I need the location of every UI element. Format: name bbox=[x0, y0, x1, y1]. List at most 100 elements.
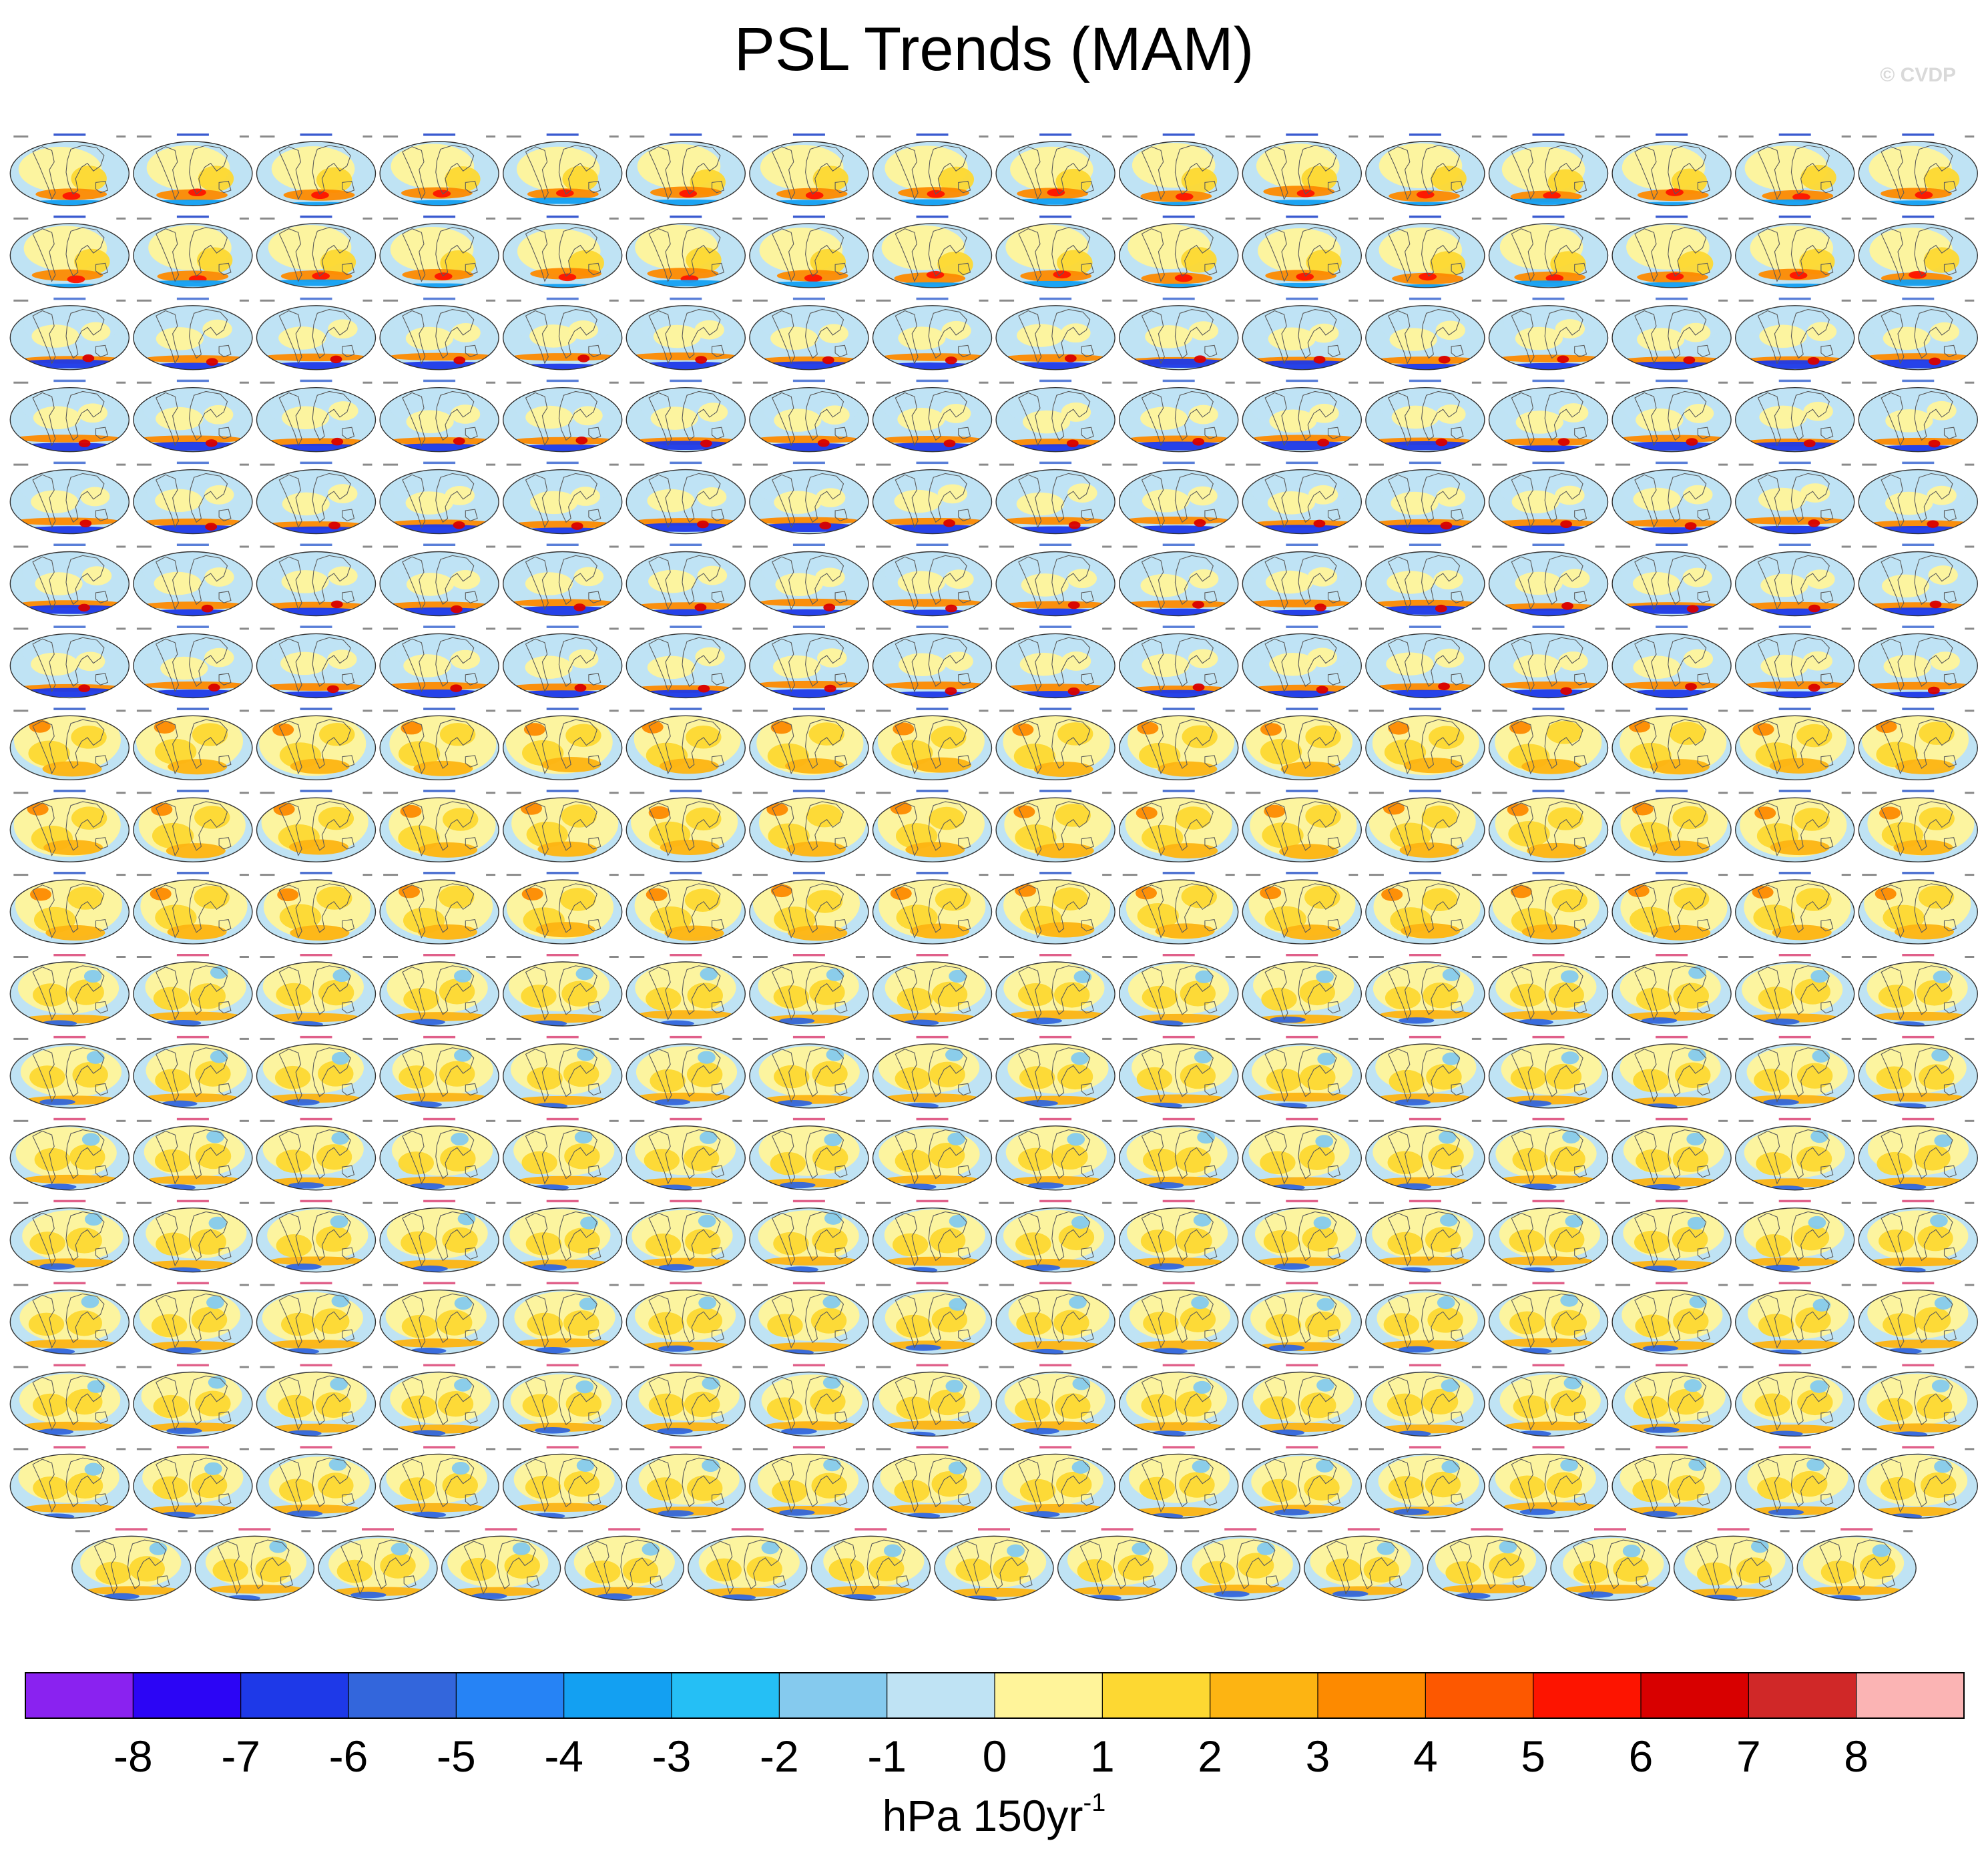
trend-anomaly bbox=[1666, 272, 1684, 280]
panel-member-label bbox=[792, 297, 825, 300]
trend-anomaly bbox=[695, 356, 708, 364]
panel-corr-label bbox=[1841, 299, 1851, 302]
panel-member-label bbox=[300, 297, 332, 300]
coastline bbox=[1820, 344, 1834, 358]
panel-year-label bbox=[1616, 381, 1631, 384]
panel-member-label bbox=[1902, 134, 1935, 136]
panel-member-label bbox=[1532, 134, 1565, 136]
coastline bbox=[682, 309, 721, 359]
map-panel bbox=[1611, 215, 1732, 288]
trend-anomaly bbox=[1865, 353, 1973, 361]
panel-corr-label bbox=[1718, 299, 1728, 302]
coastline bbox=[648, 228, 672, 282]
colorbar-swatch bbox=[1856, 1673, 1965, 1718]
trend-anomaly bbox=[1061, 403, 1091, 422]
coastline bbox=[1451, 180, 1464, 194]
colorbar-tick-label: 7 bbox=[1736, 1732, 1761, 1781]
trend-anomaly bbox=[1800, 164, 1836, 191]
panel-corr-label bbox=[1225, 136, 1235, 138]
colorbar-swatch bbox=[240, 1673, 349, 1718]
panel-member-label bbox=[916, 379, 949, 382]
coastline bbox=[648, 146, 672, 200]
panel-member-label bbox=[423, 379, 456, 382]
trend-anomaly bbox=[188, 188, 206, 197]
trend-anomaly bbox=[1515, 326, 1563, 350]
panel-corr-label bbox=[732, 381, 742, 384]
trend-anomaly bbox=[206, 358, 218, 366]
panel-year-label bbox=[999, 381, 1015, 384]
panel-border bbox=[995, 387, 1115, 453]
coastline bbox=[218, 180, 232, 194]
coastline bbox=[465, 427, 478, 440]
coastline bbox=[834, 180, 848, 194]
map-panel bbox=[379, 379, 499, 453]
panel-corr-label bbox=[239, 381, 249, 384]
trend-anomaly bbox=[1555, 319, 1585, 338]
coastline bbox=[1081, 262, 1094, 276]
trend-anomaly bbox=[1909, 270, 1927, 279]
map-panel bbox=[503, 215, 623, 288]
panel-corr-label bbox=[362, 463, 372, 466]
panel-corr-label bbox=[1225, 381, 1235, 384]
panel-corr-label bbox=[855, 381, 865, 384]
trend-anomaly bbox=[1550, 251, 1586, 277]
map-panel bbox=[626, 379, 746, 453]
coastline bbox=[1697, 262, 1710, 276]
coastline bbox=[1820, 262, 1834, 276]
coastline bbox=[895, 392, 919, 447]
coastline bbox=[278, 146, 302, 200]
trend-anomaly bbox=[1001, 354, 1108, 362]
panel-border bbox=[1118, 141, 1239, 206]
trend-anomaly bbox=[650, 407, 698, 430]
coastline bbox=[1387, 392, 1412, 447]
panel-year-label bbox=[752, 136, 768, 138]
cvdp-watermark: © CVDP bbox=[1880, 64, 1956, 86]
coastline bbox=[465, 344, 478, 358]
trend-anomaly bbox=[1928, 439, 1941, 448]
panel-year-label bbox=[506, 381, 521, 384]
map-panel bbox=[1118, 297, 1239, 370]
trend-anomaly bbox=[1431, 166, 1467, 192]
panel-border bbox=[256, 305, 377, 370]
coastline bbox=[1451, 427, 1464, 440]
trend-anomaly bbox=[686, 247, 722, 273]
coastline bbox=[1790, 309, 1830, 359]
trend-anomaly bbox=[330, 355, 342, 364]
coastline bbox=[218, 509, 232, 522]
panel-member-label bbox=[423, 215, 456, 218]
map-panel bbox=[749, 215, 869, 288]
trend-anomaly bbox=[13, 517, 121, 525]
coastline bbox=[435, 309, 475, 359]
trend-anomaly bbox=[156, 327, 204, 350]
panel-member-label bbox=[1409, 134, 1441, 136]
panel-corr-label bbox=[855, 217, 865, 220]
trend-anomaly bbox=[941, 320, 971, 340]
trend-anomaly bbox=[205, 439, 218, 447]
map-panel bbox=[379, 461, 499, 535]
panel-year-label bbox=[1369, 381, 1384, 384]
trend-anomaly bbox=[1313, 356, 1326, 364]
coastline bbox=[895, 228, 919, 282]
panel-corr-label bbox=[116, 136, 126, 138]
coastline bbox=[1757, 392, 1781, 447]
map-panel bbox=[133, 379, 253, 453]
trend-anomaly bbox=[1438, 355, 1451, 364]
coastline bbox=[525, 392, 549, 447]
panel-border bbox=[1734, 387, 1855, 453]
trend-anomaly bbox=[937, 251, 973, 278]
panel-member-label bbox=[1409, 215, 1441, 218]
coastline bbox=[1298, 309, 1337, 359]
panel-member-label bbox=[1532, 297, 1565, 300]
coastline bbox=[588, 262, 601, 276]
panel-border bbox=[872, 387, 993, 453]
panel-year-label bbox=[876, 299, 891, 302]
trend-anomaly bbox=[1174, 274, 1193, 282]
panel-member-label bbox=[1409, 379, 1441, 382]
coastline bbox=[1204, 180, 1218, 194]
trend-anomaly bbox=[941, 404, 971, 423]
map-panel bbox=[1611, 379, 1732, 453]
panel-year-label bbox=[1369, 136, 1384, 138]
panel-member-label bbox=[1162, 379, 1195, 382]
panel-year-label bbox=[1246, 299, 1261, 302]
panel-border bbox=[1734, 305, 1855, 370]
